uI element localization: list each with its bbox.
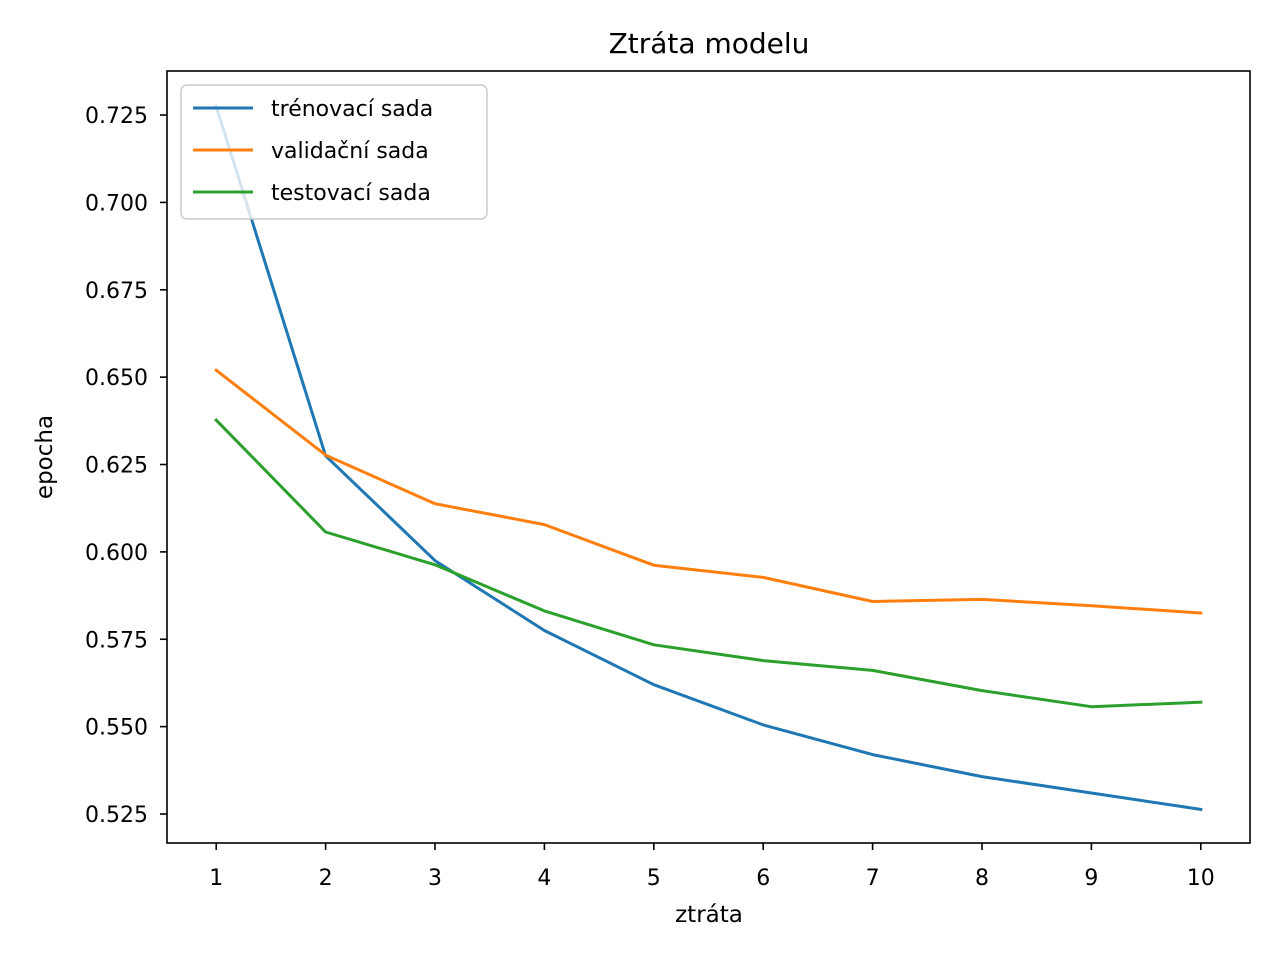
x-tick-label: 1 bbox=[209, 866, 223, 891]
legend-box bbox=[180, 84, 488, 220]
x-tick-label: 9 bbox=[1084, 866, 1098, 891]
series-line-3 bbox=[214, 417, 1203, 709]
y-tick-label: 0.650 bbox=[85, 366, 148, 391]
y-axis-ticks: 0.525 0.550 0.575 0.600 0.625 0.650 0.675 0.700… bbox=[85, 104, 167, 828]
x-tick-label: 2 bbox=[319, 866, 333, 891]
x-tick-label: 6 bbox=[756, 866, 770, 891]
y-tick-label: 0.600 bbox=[85, 541, 148, 566]
plot-frame bbox=[166, 70, 1251, 844]
x-tick-label: 5 bbox=[647, 866, 661, 891]
chart-title: Ztráta modelu bbox=[609, 27, 810, 60]
x-axis-label: ztráta bbox=[675, 902, 743, 928]
y-tick-label: 0.525 bbox=[85, 803, 148, 828]
series-layer bbox=[214, 104, 1203, 812]
y-tick-label: 0.700 bbox=[85, 191, 148, 216]
x-tick-label: 10 bbox=[1187, 866, 1215, 891]
x-axis-ticks: 1 2 3 4 5 6 7 8 9 10 bbox=[209, 843, 1215, 891]
series-line-2 bbox=[214, 368, 1203, 615]
x-tick-label: 4 bbox=[537, 866, 551, 891]
legend-label-1: trénovací sada bbox=[271, 97, 433, 122]
legend: trénovací sada validační sada testovací sa… bbox=[180, 84, 488, 220]
legend-label-2: validační sada bbox=[271, 139, 429, 164]
y-tick-label: 0.625 bbox=[85, 454, 148, 479]
x-tick-label: 3 bbox=[428, 866, 442, 891]
y-tick-label: 0.675 bbox=[85, 279, 148, 304]
x-tick-label: 7 bbox=[866, 866, 880, 891]
y-tick-label: 0.725 bbox=[85, 104, 148, 129]
x-tick-label: 8 bbox=[975, 866, 989, 891]
series-line-1 bbox=[214, 104, 1203, 812]
y-axis-label: epocha bbox=[32, 415, 58, 499]
y-tick-label: 0.575 bbox=[85, 628, 148, 653]
legend-label-3: testovací sada bbox=[271, 181, 431, 206]
y-tick-label: 0.550 bbox=[85, 716, 148, 741]
